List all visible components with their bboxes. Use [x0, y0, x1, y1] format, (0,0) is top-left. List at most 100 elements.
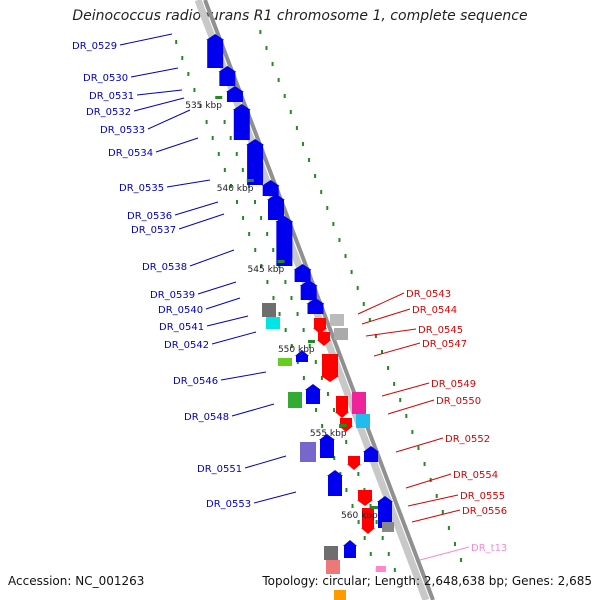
gene-labels: DR_0529 DR_0530 DR_0531 DR_0532 DR_0533 DR_05…	[72, 33, 507, 561]
gene-label-left: DR_0529	[72, 41, 117, 52]
guide-dot	[289, 110, 292, 114]
leader-line	[197, 281, 237, 295]
leader-line	[166, 179, 211, 188]
guide-dot	[381, 350, 383, 354]
guide-dot	[411, 430, 414, 434]
guide-dot	[241, 168, 244, 172]
guide-dot	[223, 168, 226, 172]
guide-dot	[217, 152, 220, 156]
gene-label-left: DR_0530	[83, 73, 128, 84]
guide-dot	[284, 328, 287, 332]
guide-dot	[314, 174, 317, 178]
gene-block-green	[278, 358, 292, 366]
guide-dot	[265, 46, 268, 50]
leader-line	[205, 297, 241, 310]
gene-block-cyan-right	[356, 414, 370, 428]
guide-dot	[236, 200, 238, 204]
guide-dot	[229, 136, 232, 140]
gene-label-left: DR_0535	[119, 183, 164, 194]
forward-gene-block	[206, 34, 225, 68]
leader-line	[130, 67, 179, 78]
guide-dot	[229, 184, 232, 188]
gene-label-left: DR_0540	[158, 305, 203, 316]
leader-line	[133, 97, 185, 112]
gene-label-right: DR_0547	[422, 339, 467, 350]
guide-dot	[223, 120, 226, 124]
gene-block-lightgrey	[330, 314, 344, 326]
gene-label-left: DR_0541	[159, 322, 204, 333]
guide-dot	[417, 446, 420, 450]
guide-dot	[301, 142, 304, 146]
leader-line	[357, 292, 405, 315]
forward-gene-block	[299, 280, 318, 300]
guide-dot	[399, 398, 402, 402]
guide-dot	[193, 88, 196, 92]
leader-line	[411, 509, 461, 523]
guide-dot	[326, 392, 329, 396]
leader-line	[244, 455, 287, 469]
leader-line	[405, 473, 452, 489]
leader-line	[419, 546, 470, 561]
forward-gene-block	[261, 180, 280, 196]
guide-dot	[320, 190, 323, 194]
guide-dot	[374, 334, 377, 338]
gene-label-right: DR_0549	[431, 379, 476, 390]
guide-dot	[211, 136, 214, 140]
gene-label-left: DR_0548	[184, 412, 229, 423]
guide-dot	[375, 520, 378, 524]
gene-block-salmon	[326, 560, 340, 574]
guide-dot	[387, 366, 390, 370]
gene-label-right: DR_0552	[445, 434, 490, 445]
guide-dot	[332, 222, 335, 226]
gene-block-grey	[262, 303, 276, 317]
leader-line	[206, 315, 249, 327]
gene-label-right: DR_t13	[471, 543, 507, 554]
leader-line	[136, 89, 183, 96]
guide-dot	[321, 424, 324, 428]
scale-tick-mark	[215, 96, 223, 99]
gene-label-left: DR_0533	[100, 125, 145, 136]
gene-label-right: DR_0545	[418, 325, 463, 336]
scale-tick-label: 550 kbp	[278, 345, 315, 355]
guide-dot	[260, 216, 263, 220]
scale-tick-mark	[246, 179, 254, 182]
guide-dot	[266, 232, 269, 236]
guide-dot	[333, 456, 336, 460]
scale-tick-mark	[307, 340, 315, 343]
gene-label-left: DR_0531	[89, 91, 134, 102]
guide-dot	[333, 408, 336, 412]
gene-label-left: DR_0553	[206, 499, 251, 510]
leader-line	[189, 249, 235, 267]
reverse-gene-block	[317, 332, 331, 346]
guide-dot	[320, 376, 323, 380]
guide-dot	[368, 318, 371, 322]
guide-dot	[405, 414, 408, 418]
guide-dot	[339, 472, 342, 476]
guide-dot	[290, 296, 293, 300]
leader-line	[211, 331, 257, 345]
gene-block-pink	[376, 566, 386, 572]
gene-label-right: DR_0550	[436, 396, 481, 407]
guide-dot	[187, 72, 190, 76]
guide-dot	[344, 254, 347, 258]
guide-dot	[283, 94, 286, 98]
guide-dot	[345, 440, 348, 444]
guide-dot	[423, 462, 426, 466]
reverse-gene-block	[335, 396, 349, 418]
leader-line	[365, 328, 417, 337]
gene-label-left: DR_0546	[173, 376, 218, 387]
gene-label-right: DR_0556	[462, 506, 507, 517]
forward-gene-block	[225, 86, 244, 102]
guide-dot	[345, 488, 348, 492]
gene-block-grey	[382, 522, 394, 532]
guide-dot	[259, 30, 262, 34]
gene-label-right: DR_0544	[412, 305, 457, 316]
guide-dot	[296, 312, 299, 316]
gene-block-lightgrey	[334, 328, 348, 340]
leader-line	[155, 137, 199, 153]
gene-label-left: DR_0534	[108, 148, 153, 159]
forward-gene-block	[319, 434, 335, 458]
forward-gene-block	[343, 540, 357, 558]
guide-dot	[362, 302, 365, 306]
